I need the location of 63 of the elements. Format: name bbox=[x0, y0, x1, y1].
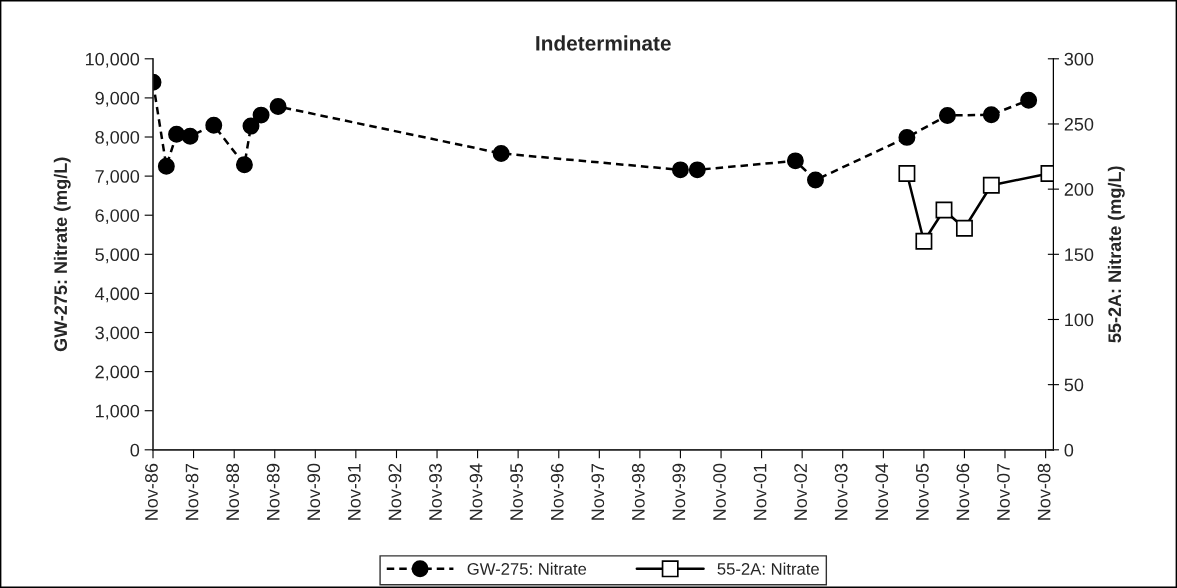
point bbox=[235, 156, 253, 174]
x-tick-label: Nov-06 bbox=[956, 463, 970, 520]
y-tick-label: 4,000 bbox=[95, 287, 140, 303]
point bbox=[205, 116, 223, 134]
x-tick-label: Nov-01 bbox=[753, 463, 767, 520]
y2-tick-label: 50 bbox=[1064, 378, 1084, 392]
x-tick-label: Nov-88 bbox=[226, 463, 240, 520]
y2-tick-label: 200 bbox=[1064, 183, 1094, 196]
y-tick-label: 8,000 bbox=[95, 130, 140, 146]
x-tick-label: Nov-95 bbox=[510, 463, 523, 520]
x-tick-label: Nov-91 bbox=[347, 463, 361, 520]
x-tick-label: Nov-89 bbox=[266, 463, 280, 520]
y-tick-label: 6,000 bbox=[95, 209, 140, 225]
y-tick-label: 10,000 bbox=[85, 52, 140, 68]
point bbox=[242, 117, 260, 135]
x-tick-label: Nov-02 bbox=[794, 463, 807, 520]
point bbox=[269, 98, 287, 115]
y2-tick-label: 250 bbox=[1064, 117, 1094, 131]
x-tick-label: Nov-90 bbox=[307, 463, 321, 520]
chart-title: Indeterminate bbox=[536, 35, 671, 51]
y2-tick-label: 100 bbox=[1065, 313, 1094, 327]
x-tick-label: Nov-08 bbox=[1037, 463, 1051, 520]
y2-axis-title: 55-2A: Nitrate (mg/L) bbox=[1107, 166, 1125, 343]
point bbox=[671, 161, 689, 179]
y2-tick-label: 0 bbox=[1064, 443, 1074, 457]
y-tick-label: 9,000 bbox=[95, 91, 140, 107]
point bbox=[786, 152, 804, 170]
x-tick-label: Nov-00 bbox=[713, 463, 726, 520]
x-tick-label: Nov-05 bbox=[915, 463, 929, 520]
y-tick-label: 0 bbox=[130, 443, 140, 457]
point bbox=[157, 157, 175, 175]
y-tick-label: 7,000 bbox=[95, 170, 140, 185]
x-tick-label: Nov-86 bbox=[145, 463, 158, 520]
point bbox=[492, 144, 510, 162]
x-tick-label: Nov-93 bbox=[429, 463, 442, 520]
x-tick-label: Nov-07 bbox=[997, 463, 1010, 520]
x-tick-label: Nov-99 bbox=[672, 463, 686, 520]
point bbox=[688, 161, 706, 179]
x-tick-label: Nov-87 bbox=[185, 463, 199, 520]
y-tick-label: 2,000 bbox=[95, 365, 140, 381]
point bbox=[982, 106, 1000, 124]
x-tick-label: Nov-97 bbox=[591, 463, 605, 520]
x-tick-label: Nov-04 bbox=[875, 463, 889, 520]
x-tick-label: Nov-98 bbox=[631, 463, 645, 520]
point bbox=[1020, 91, 1038, 109]
x-tick-label: Nov-96 bbox=[550, 463, 564, 520]
x-tick-label: Nov-03 bbox=[834, 463, 848, 520]
y2-tick-label: 150 bbox=[1065, 248, 1094, 262]
point bbox=[168, 125, 186, 143]
y-tick-label: 5,000 bbox=[95, 248, 140, 264]
legend-label: GW-275: Nitrate bbox=[467, 562, 587, 575]
y-tick-label: 3,000 bbox=[95, 326, 140, 342]
point bbox=[938, 107, 956, 124]
point bbox=[898, 128, 916, 146]
legend-label: 55-2A: Nitrate bbox=[717, 562, 819, 575]
y-tick-label: 1,000 bbox=[96, 404, 140, 420]
point bbox=[181, 127, 199, 145]
x-tick-label: Nov-94 bbox=[469, 463, 483, 520]
point bbox=[807, 171, 824, 189]
point bbox=[252, 106, 270, 124]
y2-tick-label: 300 bbox=[1064, 52, 1094, 66]
y-axis-title: GW-275: Nitrate (mg/L) bbox=[53, 157, 71, 352]
x-tick-label: Nov-92 bbox=[388, 463, 402, 520]
